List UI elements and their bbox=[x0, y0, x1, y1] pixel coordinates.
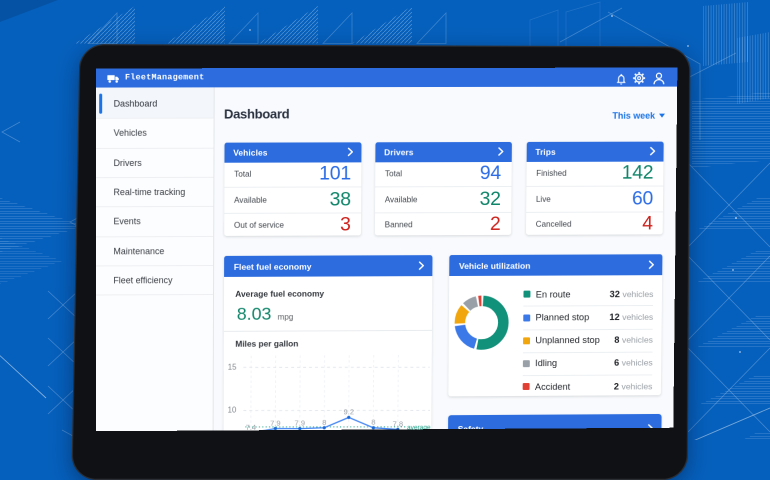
svg-text:8: 8 bbox=[371, 418, 375, 427]
svg-text:7.4: 7.4 bbox=[245, 423, 256, 431]
svg-text:7.9: 7.9 bbox=[270, 419, 281, 428]
svg-text:9.2: 9.2 bbox=[343, 408, 354, 417]
svg-text:8: 8 bbox=[322, 418, 326, 427]
svg-text:7.9: 7.9 bbox=[294, 419, 305, 428]
svg-text:7.8: 7.8 bbox=[392, 420, 403, 429]
